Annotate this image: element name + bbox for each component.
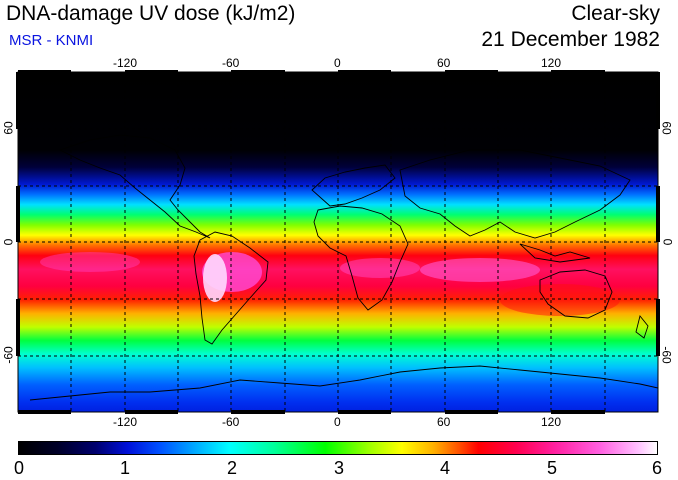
colorbar-label: 5 — [547, 458, 557, 479]
lon-tick-bottom: -60 — [222, 415, 239, 429]
lat-tick-right: -60 — [660, 346, 674, 363]
map-field — [18, 72, 658, 412]
lat-tick-right: 60 — [660, 121, 674, 134]
lon-tick-top: 60 — [437, 56, 450, 70]
colorbar-label: 0 — [14, 458, 24, 479]
hotspot-indian-ocean — [420, 258, 540, 282]
hotspot-andes — [203, 254, 227, 302]
lon-tick-top: -60 — [222, 56, 239, 70]
lat-tick-right: 0 — [660, 239, 674, 246]
colorbar-label: 2 — [227, 458, 237, 479]
lon-tick-bottom: 120 — [541, 415, 561, 429]
lon-tick-bottom: -120 — [113, 415, 137, 429]
lat-tick-left: -60 — [2, 346, 16, 363]
lon-tick-top: 120 — [541, 56, 561, 70]
lon-tick-bottom: 60 — [437, 415, 450, 429]
colorbar-label: 3 — [334, 458, 344, 479]
uv-dose-map — [0, 0, 678, 480]
colorbar-label: 6 — [652, 458, 662, 479]
lat-tick-left: 0 — [1, 239, 15, 246]
colorbar-label: 1 — [120, 458, 130, 479]
lon-tick-bottom: 0 — [334, 415, 341, 429]
colorbar — [18, 441, 658, 455]
lon-tick-top: 0 — [334, 56, 341, 70]
colorbar-label: 4 — [440, 458, 450, 479]
lon-tick-top: -120 — [113, 56, 137, 70]
lat-tick-left: 60 — [2, 121, 16, 134]
